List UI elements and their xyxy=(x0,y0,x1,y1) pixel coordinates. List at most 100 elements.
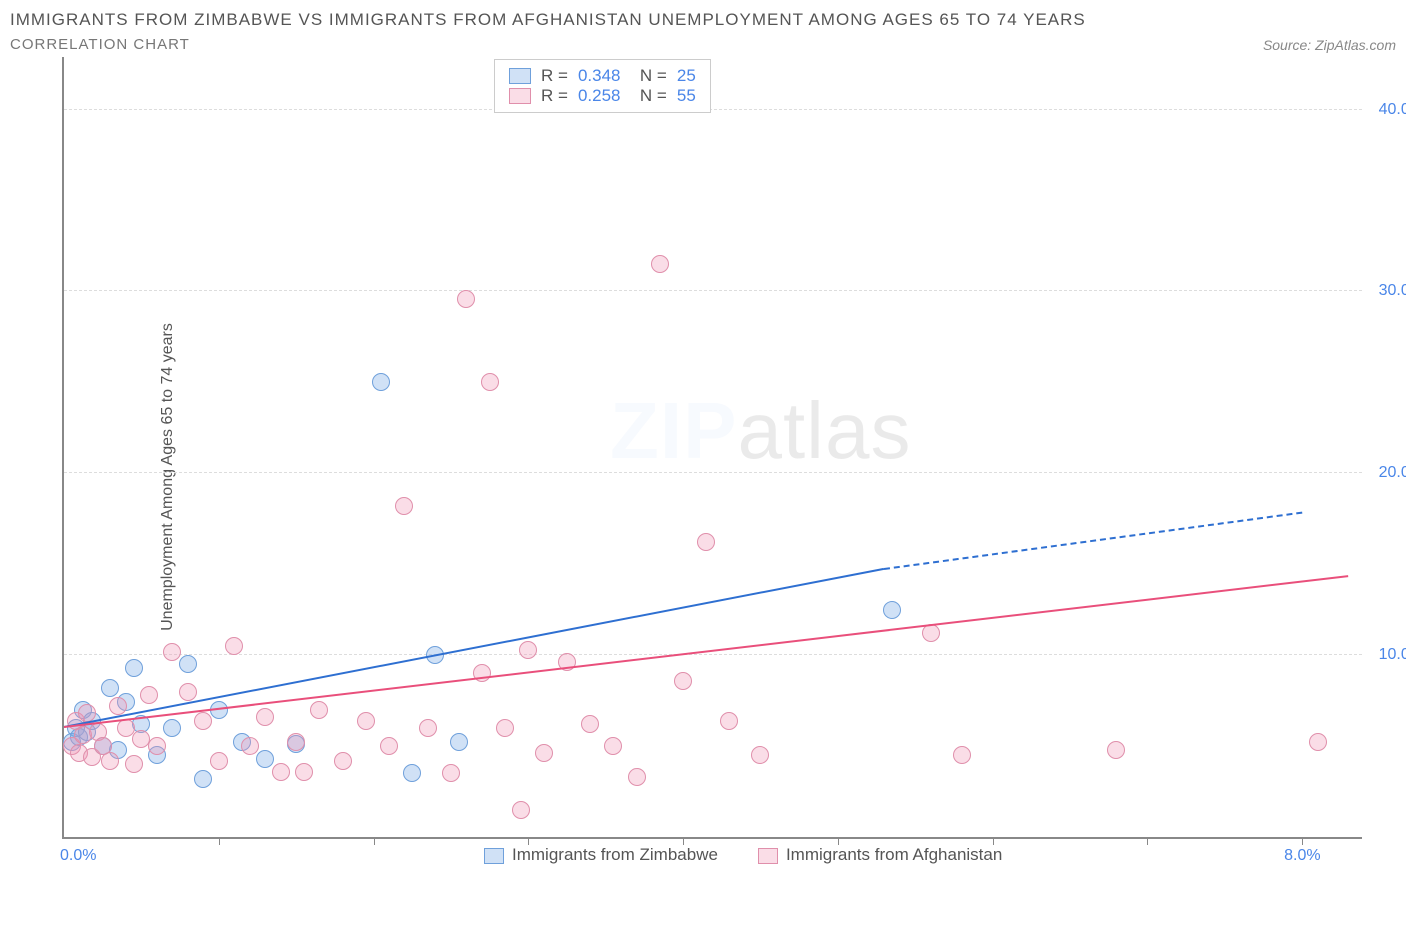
x-tick xyxy=(683,837,684,845)
legend-n-label: N = xyxy=(630,66,666,86)
x-tick xyxy=(1302,837,1303,845)
data-point-afghanistan xyxy=(380,737,398,755)
data-point-afghanistan xyxy=(604,737,622,755)
data-point-afghanistan xyxy=(457,290,475,308)
data-point-afghanistan xyxy=(697,533,715,551)
data-point-afghanistan xyxy=(519,641,537,659)
source-attribution: Source: ZipAtlas.com xyxy=(1263,37,1396,53)
series-legend-item-zimbabwe: Immigrants from Zimbabwe xyxy=(484,845,718,865)
data-point-zimbabwe xyxy=(883,601,901,619)
chart-title: IMMIGRANTS FROM ZIMBABWE VS IMMIGRANTS F… xyxy=(10,10,1086,30)
data-point-afghanistan xyxy=(581,715,599,733)
legend-n-value-zimbabwe: 25 xyxy=(677,66,696,86)
stats-legend-row-zimbabwe: R = 0.348 N = 25 xyxy=(509,66,696,86)
data-point-afghanistan xyxy=(442,764,460,782)
series-label-afghanistan: Immigrants from Afghanistan xyxy=(786,845,1002,864)
data-point-afghanistan xyxy=(419,719,437,737)
x-tick xyxy=(219,837,220,845)
data-point-afghanistan xyxy=(674,672,692,690)
watermark-atlas: atlas xyxy=(737,386,911,475)
y-tick-label: 20.0% xyxy=(1379,464,1406,482)
gridline-h xyxy=(64,654,1362,655)
chart-container: Unemployment Among Ages 65 to 74 years Z… xyxy=(10,57,1396,897)
data-point-zimbabwe xyxy=(372,373,390,391)
series-swatch-zimbabwe xyxy=(484,848,504,864)
data-point-afghanistan xyxy=(628,768,646,786)
gridline-h xyxy=(64,472,1362,473)
data-point-afghanistan xyxy=(1309,733,1327,751)
trend-line xyxy=(64,575,1349,728)
watermark-zip: ZIP xyxy=(610,386,737,475)
data-point-afghanistan xyxy=(272,763,290,781)
gridline-h xyxy=(64,109,1362,110)
data-point-zimbabwe xyxy=(179,655,197,673)
data-point-afghanistan xyxy=(241,737,259,755)
series-label-zimbabwe: Immigrants from Zimbabwe xyxy=(512,845,718,864)
data-point-afghanistan xyxy=(357,712,375,730)
source-name: ZipAtlas.com xyxy=(1315,37,1396,53)
legend-swatch-afghanistan xyxy=(509,88,531,104)
data-point-afghanistan xyxy=(512,801,530,819)
plot-area: ZIPatlas 10.0%20.0%30.0%40.0%0.0%8.0%R =… xyxy=(62,57,1362,839)
legend-r-value-afghanistan: 0.258 xyxy=(578,86,621,106)
data-point-afghanistan xyxy=(751,746,769,764)
data-point-afghanistan xyxy=(210,752,228,770)
legend-r-label: R = xyxy=(541,66,568,86)
data-point-afghanistan xyxy=(334,752,352,770)
trend-line-dashed xyxy=(884,511,1302,569)
data-point-afghanistan xyxy=(148,737,166,755)
x-tick xyxy=(1147,837,1148,845)
data-point-afghanistan xyxy=(1107,741,1125,759)
y-tick-label: 30.0% xyxy=(1379,282,1406,300)
legend-n-value-afghanistan: 55 xyxy=(677,86,696,106)
y-tick-label: 40.0% xyxy=(1379,101,1406,119)
data-point-afghanistan xyxy=(125,755,143,773)
watermark: ZIPatlas xyxy=(610,385,911,477)
x-tick xyxy=(993,837,994,845)
data-point-afghanistan xyxy=(194,712,212,730)
data-point-afghanistan xyxy=(395,497,413,515)
legend-n-label: N = xyxy=(630,86,666,106)
legend-r-value-zimbabwe: 0.348 xyxy=(578,66,621,86)
source-prefix: Source: xyxy=(1263,37,1315,53)
data-point-afghanistan xyxy=(225,637,243,655)
data-point-afghanistan xyxy=(256,708,274,726)
data-point-afghanistan xyxy=(651,255,669,273)
data-point-afghanistan xyxy=(287,733,305,751)
trend-line xyxy=(64,568,885,728)
y-tick-label: 10.0% xyxy=(1379,646,1406,664)
data-point-zimbabwe xyxy=(125,659,143,677)
data-point-afghanistan xyxy=(953,746,971,764)
data-point-afghanistan xyxy=(922,624,940,642)
data-point-afghanistan xyxy=(310,701,328,719)
data-point-afghanistan xyxy=(481,373,499,391)
data-point-afghanistan xyxy=(109,697,127,715)
data-point-afghanistan xyxy=(101,752,119,770)
x-tick xyxy=(528,837,529,845)
series-legend-item-afghanistan: Immigrants from Afghanistan xyxy=(758,845,1002,865)
data-point-afghanistan xyxy=(179,683,197,701)
data-point-zimbabwe xyxy=(256,750,274,768)
data-point-zimbabwe xyxy=(403,764,421,782)
data-point-zimbabwe xyxy=(101,679,119,697)
data-point-afghanistan xyxy=(496,719,514,737)
stats-legend: R = 0.348 N = 25R = 0.258 N = 55 xyxy=(494,59,711,113)
data-point-zimbabwe xyxy=(450,733,468,751)
data-point-zimbabwe xyxy=(194,770,212,788)
stats-legend-row-afghanistan: R = 0.258 N = 55 xyxy=(509,86,696,106)
series-swatch-afghanistan xyxy=(758,848,778,864)
data-point-afghanistan xyxy=(295,763,313,781)
chart-subtitle: CORRELATION CHART xyxy=(10,36,190,53)
x-tick xyxy=(838,837,839,845)
x-left-label: 0.0% xyxy=(60,847,96,865)
legend-swatch-zimbabwe xyxy=(509,68,531,84)
data-point-zimbabwe xyxy=(163,719,181,737)
x-right-label: 8.0% xyxy=(1284,847,1320,865)
gridline-h xyxy=(64,290,1362,291)
x-tick xyxy=(374,837,375,845)
data-point-afghanistan xyxy=(140,686,158,704)
data-point-afghanistan xyxy=(535,744,553,762)
data-point-afghanistan xyxy=(163,643,181,661)
legend-r-label: R = xyxy=(541,86,568,106)
series-legend: Immigrants from Zimbabwe Immigrants from … xyxy=(484,845,1002,865)
